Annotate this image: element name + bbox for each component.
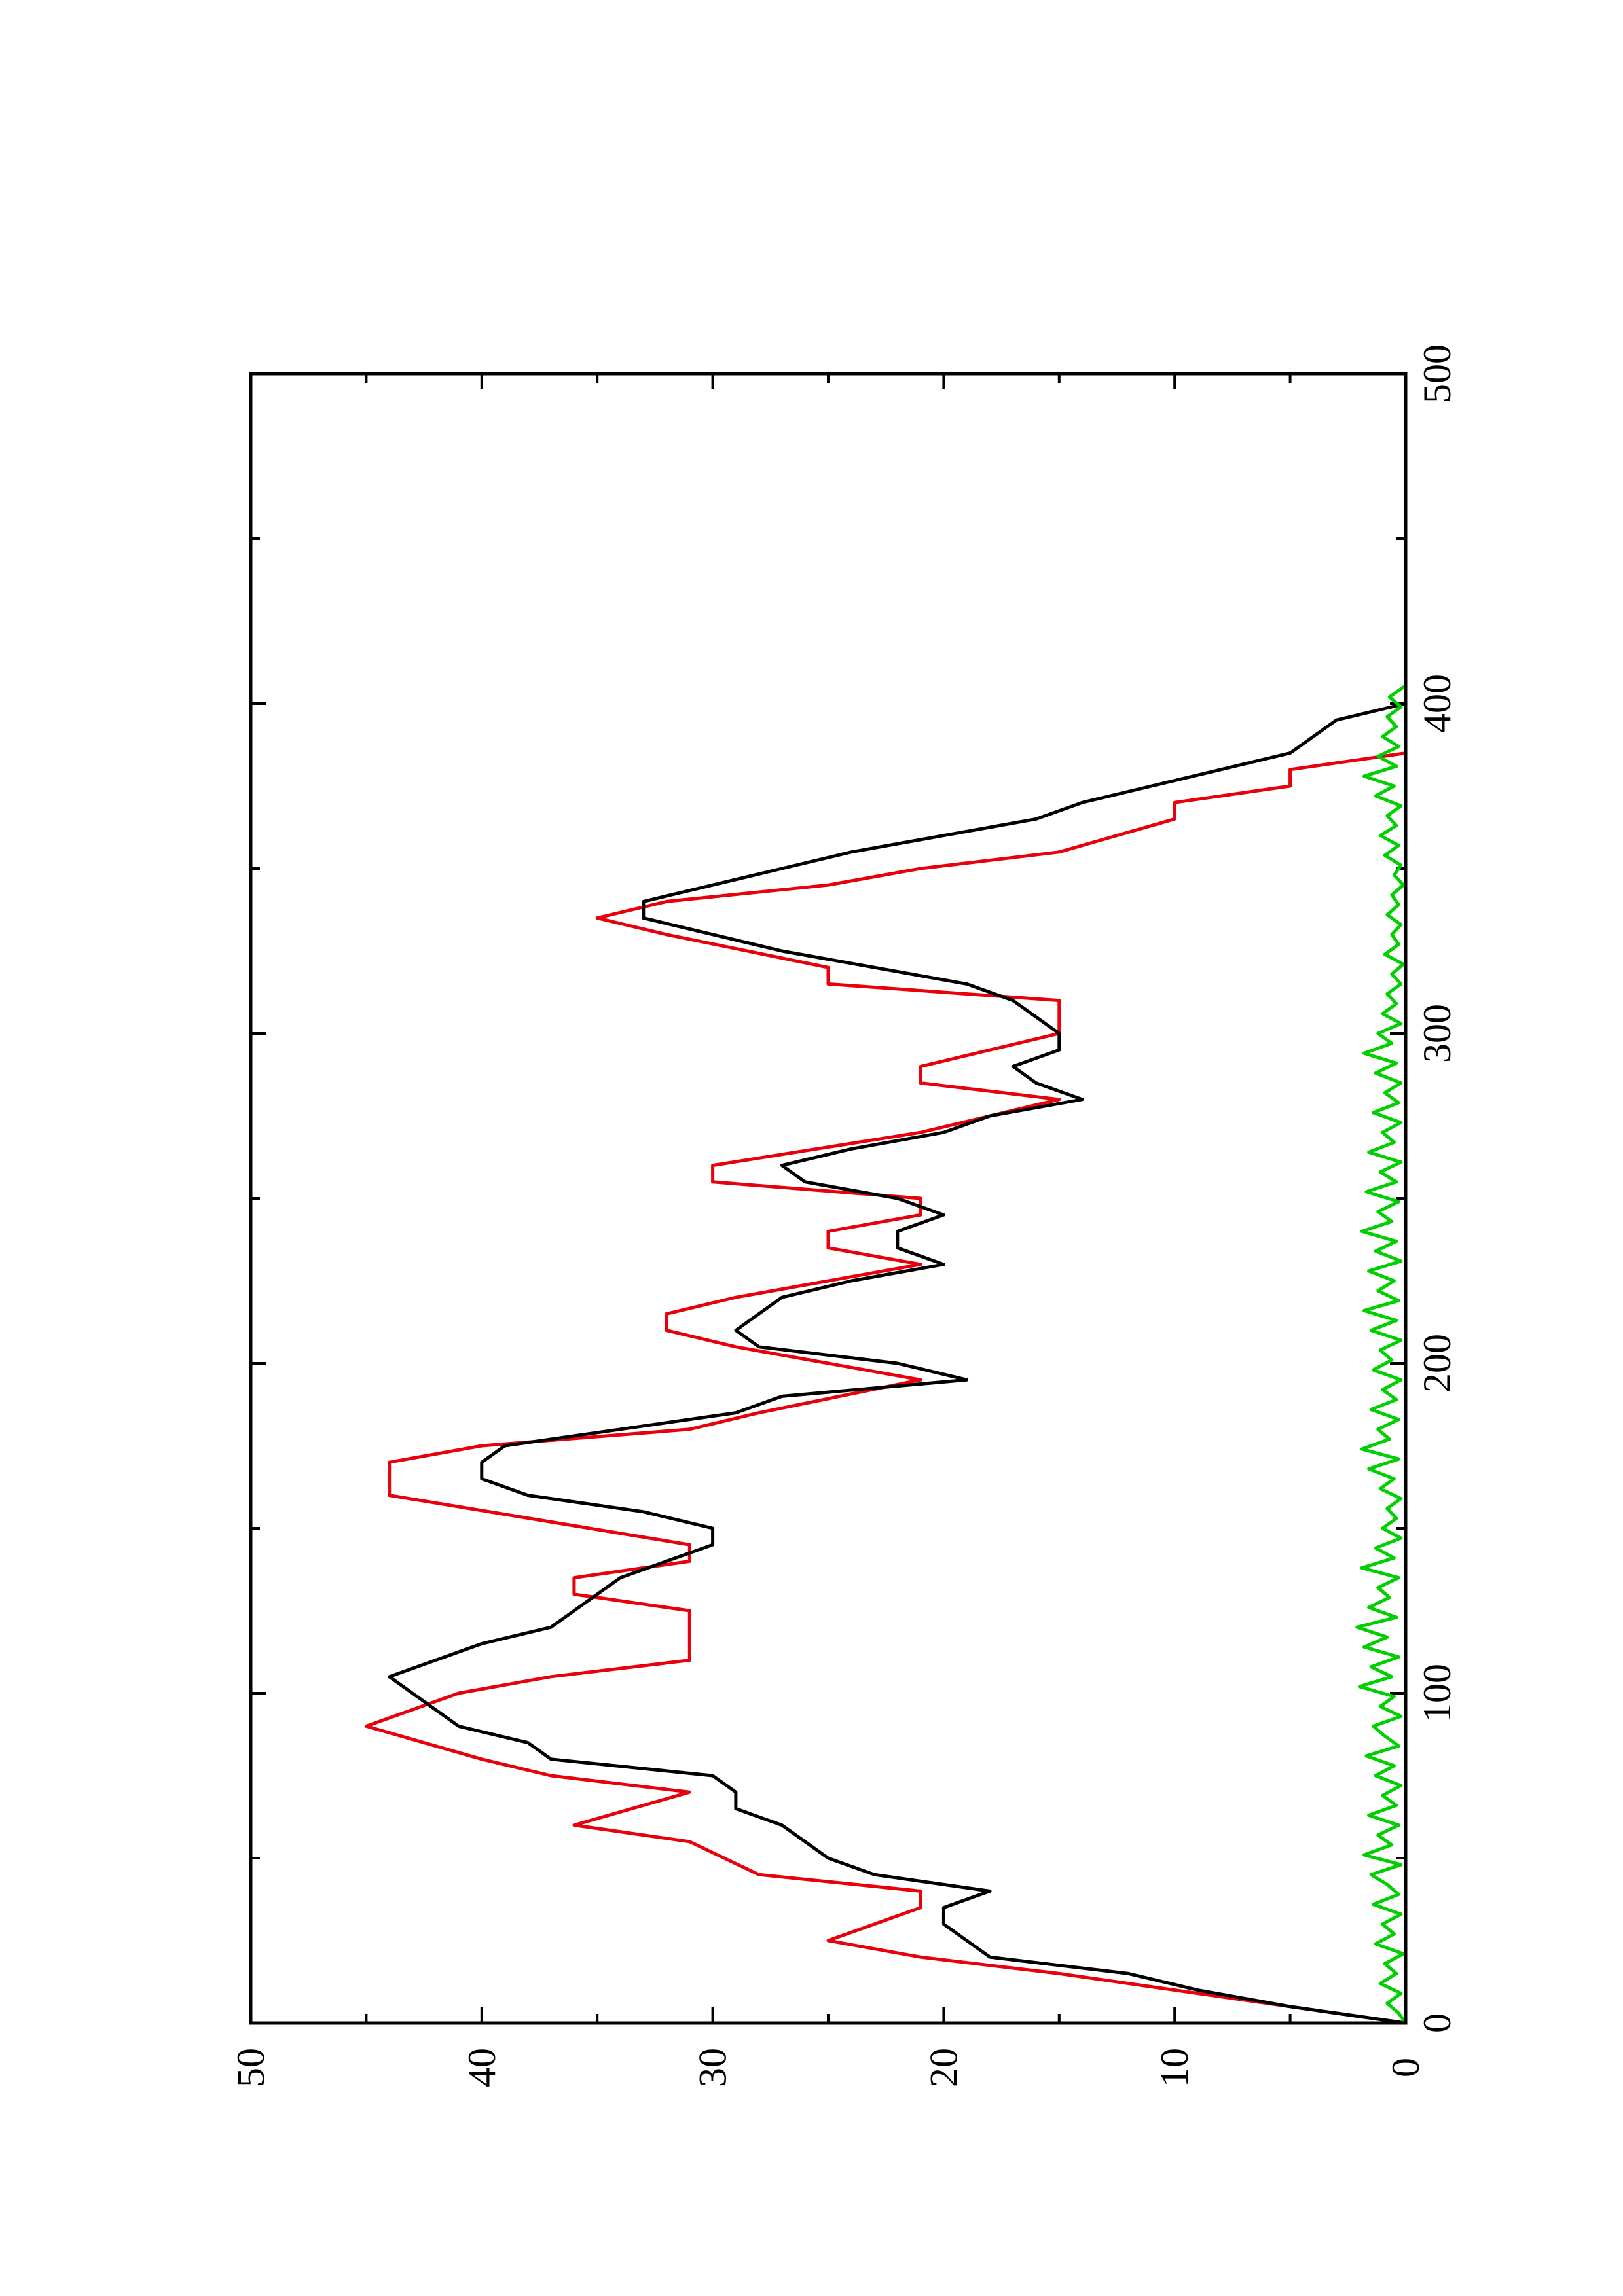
tick-labels: 0 100 200 300 400 500 0 10 20 30 40 50	[229, 344, 1459, 2087]
series-green-line	[1355, 685, 1408, 2025]
y-tick-label: 40	[460, 2048, 503, 2087]
x-tick-label: 400	[1415, 674, 1459, 733]
y-tick-label: 50	[229, 2048, 272, 2087]
series-black-line	[388, 702, 1408, 2025]
x-tick-label: 300	[1415, 1004, 1459, 1063]
x-tick-label: 200	[1415, 1334, 1459, 1393]
y-tick-label: 10	[1153, 2048, 1196, 2087]
axis-ticks	[249, 372, 1407, 2024]
y-tick-label: 0	[1384, 2058, 1427, 2077]
series-red-line	[364, 751, 1408, 2025]
x-tick-label: 100	[1415, 1664, 1459, 1723]
x-tick-label: 500	[1415, 344, 1459, 403]
series-layer	[364, 685, 1408, 2025]
plot-frame	[249, 372, 1408, 2025]
x-tick-label: 0	[1415, 2013, 1459, 2033]
y-tick-label: 20	[922, 2048, 965, 2087]
y-tick-label: 30	[691, 2048, 735, 2087]
